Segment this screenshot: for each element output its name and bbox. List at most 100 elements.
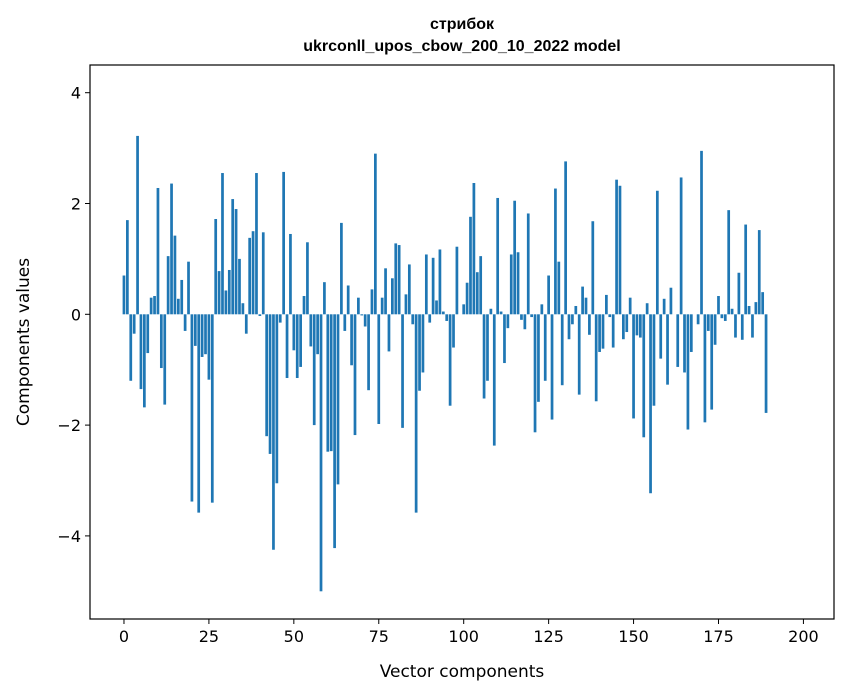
bar xyxy=(183,314,187,331)
bar xyxy=(547,275,550,315)
bar xyxy=(689,314,693,352)
bar xyxy=(217,271,221,315)
bar xyxy=(740,314,744,340)
bar xyxy=(424,254,428,315)
bar xyxy=(492,314,496,446)
bar-series xyxy=(122,135,768,592)
x-tick-label: 75 xyxy=(369,627,389,646)
bar xyxy=(720,314,724,319)
bar xyxy=(737,272,741,315)
bar xyxy=(180,279,184,315)
bar xyxy=(503,314,506,364)
bar xyxy=(357,297,360,315)
bar xyxy=(207,314,211,380)
bar xyxy=(268,314,272,454)
bar xyxy=(166,256,170,315)
bar xyxy=(533,314,537,433)
bar xyxy=(622,314,625,340)
bar xyxy=(126,220,129,315)
bar xyxy=(706,314,710,331)
bar xyxy=(248,237,252,315)
bar xyxy=(391,278,394,315)
bar xyxy=(761,292,765,315)
bar xyxy=(394,243,398,315)
x-tick-label: 125 xyxy=(533,627,564,646)
bar xyxy=(187,261,190,315)
y-tick-label: 2 xyxy=(71,195,81,214)
bar xyxy=(598,314,601,352)
x-tick-label: 0 xyxy=(119,627,129,646)
bar xyxy=(642,314,646,438)
y-tick-label: 0 xyxy=(71,305,81,324)
bar xyxy=(132,314,136,334)
y-axis-ticks: −4 −2 0 2 4 xyxy=(57,84,90,546)
bar xyxy=(136,135,139,315)
bar xyxy=(418,314,421,391)
bar xyxy=(509,254,513,315)
bar xyxy=(703,314,707,423)
bar xyxy=(241,303,245,315)
bar xyxy=(465,282,469,315)
bar xyxy=(564,161,567,315)
bar xyxy=(581,286,584,315)
bar xyxy=(513,200,517,315)
bar xyxy=(251,231,255,315)
bar xyxy=(278,314,282,323)
bar xyxy=(231,199,235,315)
bar xyxy=(557,261,561,315)
bar xyxy=(754,302,758,315)
bar xyxy=(462,304,466,315)
bar xyxy=(445,314,449,321)
bar xyxy=(655,190,659,315)
chart-title-line2: ukrconll_upos_cbow_200_10_2022 model xyxy=(303,38,620,55)
bar xyxy=(727,210,731,315)
bar xyxy=(574,305,578,315)
bar xyxy=(577,314,581,395)
bar xyxy=(757,230,761,315)
bar xyxy=(374,153,377,315)
bar xyxy=(639,314,642,338)
bar xyxy=(336,314,340,485)
bar xyxy=(662,298,666,315)
bar xyxy=(234,209,238,315)
bar xyxy=(414,314,418,513)
y-tick-label: −4 xyxy=(57,527,81,546)
bar xyxy=(346,285,350,315)
bar xyxy=(404,294,408,315)
bar xyxy=(537,314,540,402)
bar xyxy=(210,314,214,503)
bar xyxy=(506,314,510,329)
bar xyxy=(472,183,476,315)
x-axis-ticks: 0 25 50 75 100 125 150 175 200 xyxy=(119,619,819,646)
bar xyxy=(411,314,415,325)
bar xyxy=(713,314,717,345)
bar xyxy=(159,314,163,369)
bar xyxy=(666,314,669,385)
bar xyxy=(588,314,591,335)
bar xyxy=(652,314,656,406)
bar xyxy=(353,314,357,436)
bar xyxy=(421,314,425,373)
x-tick-label: 25 xyxy=(199,627,219,646)
bar xyxy=(710,314,714,410)
bar xyxy=(496,197,500,315)
bar xyxy=(190,314,194,502)
bar xyxy=(384,268,387,315)
bar xyxy=(584,297,588,315)
bar xyxy=(156,187,160,315)
x-tick-label: 175 xyxy=(703,627,734,646)
bar xyxy=(380,297,384,315)
x-tick-label: 50 xyxy=(284,627,304,646)
bar xyxy=(265,314,269,437)
x-axis-label: Vector components xyxy=(380,662,545,682)
bar xyxy=(747,305,751,315)
bar xyxy=(367,314,370,391)
bar xyxy=(326,314,330,452)
bar xyxy=(370,289,374,315)
bar xyxy=(683,314,686,373)
bar xyxy=(744,224,748,315)
bar xyxy=(428,314,432,323)
bar xyxy=(122,275,126,315)
bar xyxy=(143,314,146,408)
